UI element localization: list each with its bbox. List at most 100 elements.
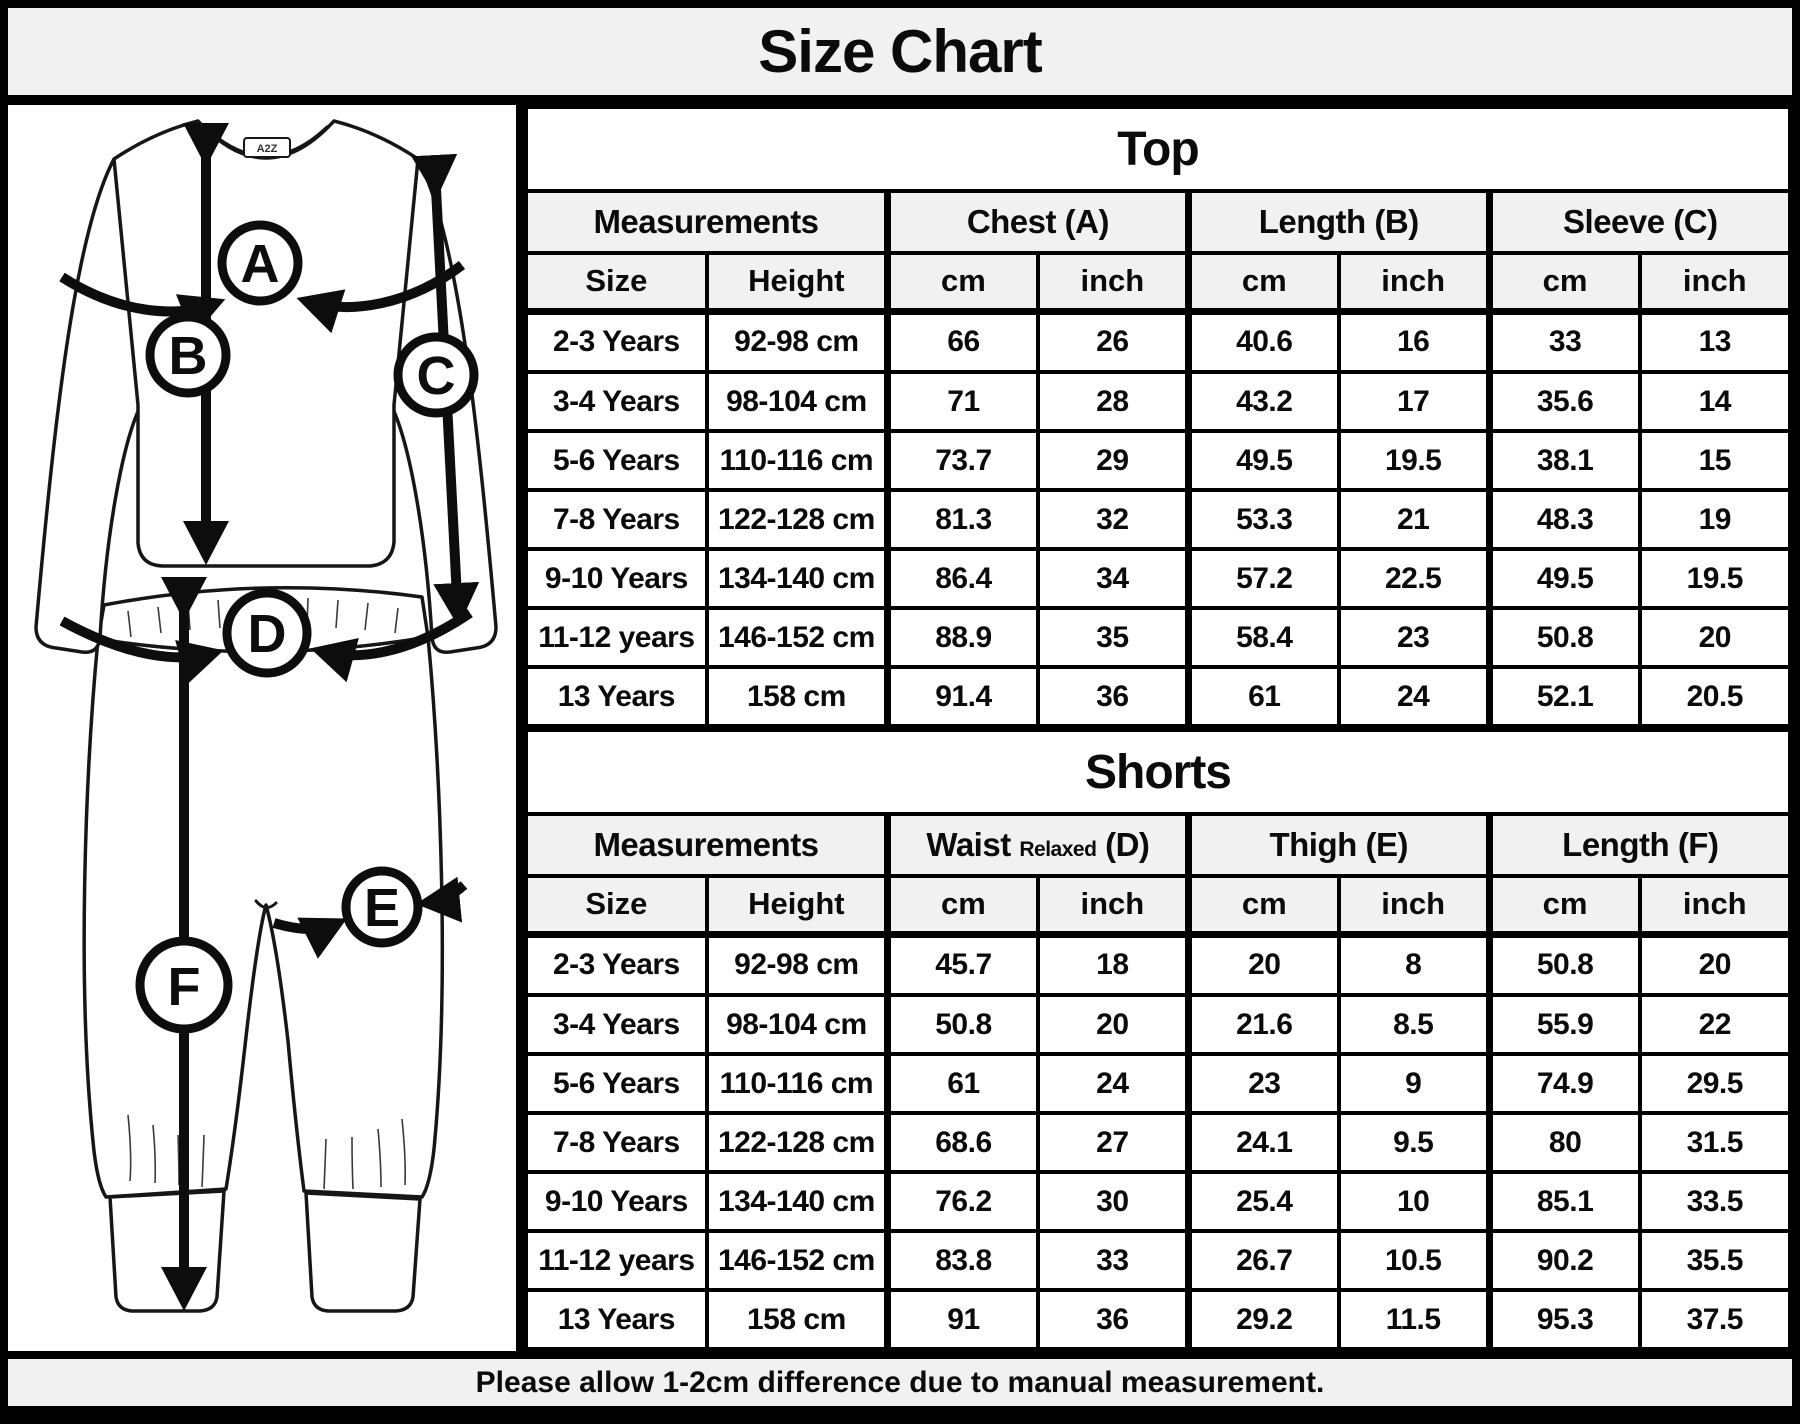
marker-d-circle bbox=[222, 588, 312, 678]
thigh-e-arrow-left bbox=[272, 917, 347, 959]
value-cell: 91.4 bbox=[883, 665, 1040, 728]
cm-column-header: cm bbox=[883, 874, 1040, 938]
marker-e-letter: E bbox=[364, 878, 400, 938]
value-cell: 61 bbox=[883, 1052, 1040, 1116]
value-cell: 34 bbox=[1035, 547, 1191, 611]
size-cell: 2-3 Years bbox=[524, 931, 709, 998]
height-cell: 146-152 cm bbox=[704, 606, 890, 670]
value-cell: 22 bbox=[1637, 993, 1793, 1057]
value-cell: 90.2 bbox=[1485, 1229, 1642, 1293]
waist-label: Waist bbox=[926, 826, 1011, 863]
value-cell: 29 bbox=[1035, 429, 1191, 493]
height-cell: 146-152 cm bbox=[704, 1229, 890, 1293]
value-cell: 25.4 bbox=[1184, 1170, 1341, 1234]
value-cell: 35 bbox=[1035, 606, 1191, 670]
top-banner-row: Top bbox=[524, 105, 1792, 193]
value-cell: 19 bbox=[1637, 488, 1793, 552]
value-cell: 80 bbox=[1485, 1111, 1642, 1175]
tables-panel: Top Measurements Chest (A) Length (B) Sl… bbox=[524, 105, 1793, 1351]
height-cell: 158 cm bbox=[704, 665, 890, 728]
chest-a-arrow-right bbox=[296, 261, 466, 334]
top-table-body: 2-3 Years 92-98 cm 66 26 40.6 16 33 13 3-4 Years… bbox=[524, 308, 1793, 728]
content-area: A2Z A B C bbox=[8, 105, 1793, 1351]
value-cell: 45.7 bbox=[883, 931, 1040, 998]
marker-b-letter: B bbox=[169, 326, 208, 386]
size-row: 3-4 Years 98-104 cm 71 28 43.2 17 35.6 14 bbox=[524, 370, 1793, 434]
value-cell: 49.5 bbox=[1485, 547, 1642, 611]
value-cell: 24 bbox=[1035, 1052, 1191, 1116]
value-cell: 86.4 bbox=[883, 547, 1040, 611]
pants-drawing bbox=[82, 585, 445, 1313]
page-title: Size Chart bbox=[758, 18, 1042, 85]
size-cell: 9-10 Years bbox=[524, 547, 709, 611]
value-cell: 71 bbox=[883, 370, 1040, 434]
marker-e-circle bbox=[341, 866, 423, 948]
size-cell: 7-8 Years bbox=[524, 488, 709, 552]
size-cell: 3-4 Years bbox=[524, 993, 709, 1057]
value-cell: 21 bbox=[1336, 488, 1492, 552]
height-cell: 110-116 cm bbox=[704, 1052, 890, 1116]
value-cell: 73.7 bbox=[883, 429, 1040, 493]
title-band: Size Chart bbox=[8, 8, 1792, 105]
measurements-header: Measurements bbox=[524, 812, 890, 878]
left-sleeve bbox=[34, 157, 142, 654]
value-cell: 43.2 bbox=[1184, 370, 1341, 434]
measurement-annotations: A B C D F bbox=[59, 122, 480, 1311]
size-row: 11-12 years 146-152 cm 83.8 33 26.7 10.5 90.2 3… bbox=[524, 1229, 1793, 1293]
value-cell: 8.5 bbox=[1336, 993, 1492, 1057]
value-cell: 49.5 bbox=[1184, 429, 1341, 493]
waist-d-header: Waist Relaxed (D) bbox=[884, 812, 1191, 878]
value-cell: 20 bbox=[1637, 931, 1793, 998]
marker-c-circle bbox=[393, 332, 479, 418]
size-row: 2-3 Years 92-98 cm 66 26 40.6 16 33 13 bbox=[524, 308, 1793, 375]
size-row: 9-10 Years 134-140 cm 76.2 30 25.4 10 85.1 33.5 bbox=[524, 1170, 1793, 1234]
length-f-header: Length (F) bbox=[1485, 812, 1792, 878]
value-cell: 81.3 bbox=[883, 488, 1040, 552]
size-row: 9-10 Years 134-140 cm 86.4 34 57.2 22.5 49.5 19… bbox=[524, 547, 1793, 611]
top-section-title: Top bbox=[524, 105, 1792, 193]
size-row: 7-8 Years 122-128 cm 81.3 32 53.3 21 48.3 19 bbox=[524, 488, 1793, 552]
value-cell: 48.3 bbox=[1485, 488, 1642, 552]
height-cell: 98-104 cm bbox=[704, 993, 890, 1057]
top-sub-header-row: Size Height cm inch cm inch cm inch bbox=[524, 251, 1793, 315]
height-cell: 122-128 cm bbox=[704, 488, 890, 552]
inch-column-header: inch bbox=[1336, 251, 1492, 315]
shorts-banner-row: Shorts bbox=[524, 728, 1792, 816]
height-column-header: Height bbox=[704, 874, 890, 938]
shorts-table-body: 2-3 Years 92-98 cm 45.7 18 20 8 50.8 20 3-4 Year… bbox=[524, 931, 1793, 1351]
value-cell: 9 bbox=[1336, 1052, 1492, 1116]
value-cell: 30 bbox=[1035, 1170, 1191, 1234]
value-cell: 32 bbox=[1035, 488, 1191, 552]
size-cell: 3-4 Years bbox=[524, 370, 709, 434]
inch-column-header: inch bbox=[1637, 251, 1793, 315]
value-cell: 15 bbox=[1637, 429, 1793, 493]
value-cell: 18 bbox=[1035, 931, 1191, 998]
inch-column-header: inch bbox=[1035, 874, 1191, 938]
inch-column-header: inch bbox=[1035, 251, 1191, 315]
height-cell: 158 cm bbox=[704, 1288, 890, 1351]
value-cell: 19.5 bbox=[1336, 429, 1492, 493]
length-b-header: Length (B) bbox=[1184, 189, 1492, 255]
marker-d-letter: D bbox=[248, 604, 287, 664]
height-cell: 134-140 cm bbox=[704, 1170, 890, 1234]
value-cell: 50.8 bbox=[1485, 931, 1642, 998]
size-row: 3-4 Years 98-104 cm 50.8 20 21.6 8.5 55.9 22 bbox=[524, 993, 1793, 1057]
value-cell: 74.9 bbox=[1485, 1052, 1642, 1116]
value-cell: 20.5 bbox=[1637, 665, 1793, 728]
value-cell: 83.8 bbox=[883, 1229, 1040, 1293]
value-cell: 61 bbox=[1184, 665, 1341, 728]
height-cell: 134-140 cm bbox=[704, 547, 890, 611]
value-cell: 26.7 bbox=[1184, 1229, 1341, 1293]
value-cell: 19.5 bbox=[1637, 547, 1793, 611]
value-cell: 23 bbox=[1184, 1052, 1341, 1116]
footer-note: Please allow 1-2cm difference due to man… bbox=[475, 1365, 1325, 1399]
top-group-header-row: Measurements Chest (A) Length (B) Sleeve… bbox=[524, 189, 1792, 255]
inch-column-header: inch bbox=[1637, 874, 1793, 938]
value-cell: 8 bbox=[1336, 931, 1492, 998]
value-cell: 28 bbox=[1035, 370, 1191, 434]
height-cell: 98-104 cm bbox=[704, 370, 890, 434]
waist-suffix-label: (D) bbox=[1105, 826, 1150, 863]
height-cell: 110-116 cm bbox=[704, 429, 890, 493]
value-cell: 20 bbox=[1184, 931, 1341, 998]
height-cell: 92-98 cm bbox=[704, 308, 890, 375]
